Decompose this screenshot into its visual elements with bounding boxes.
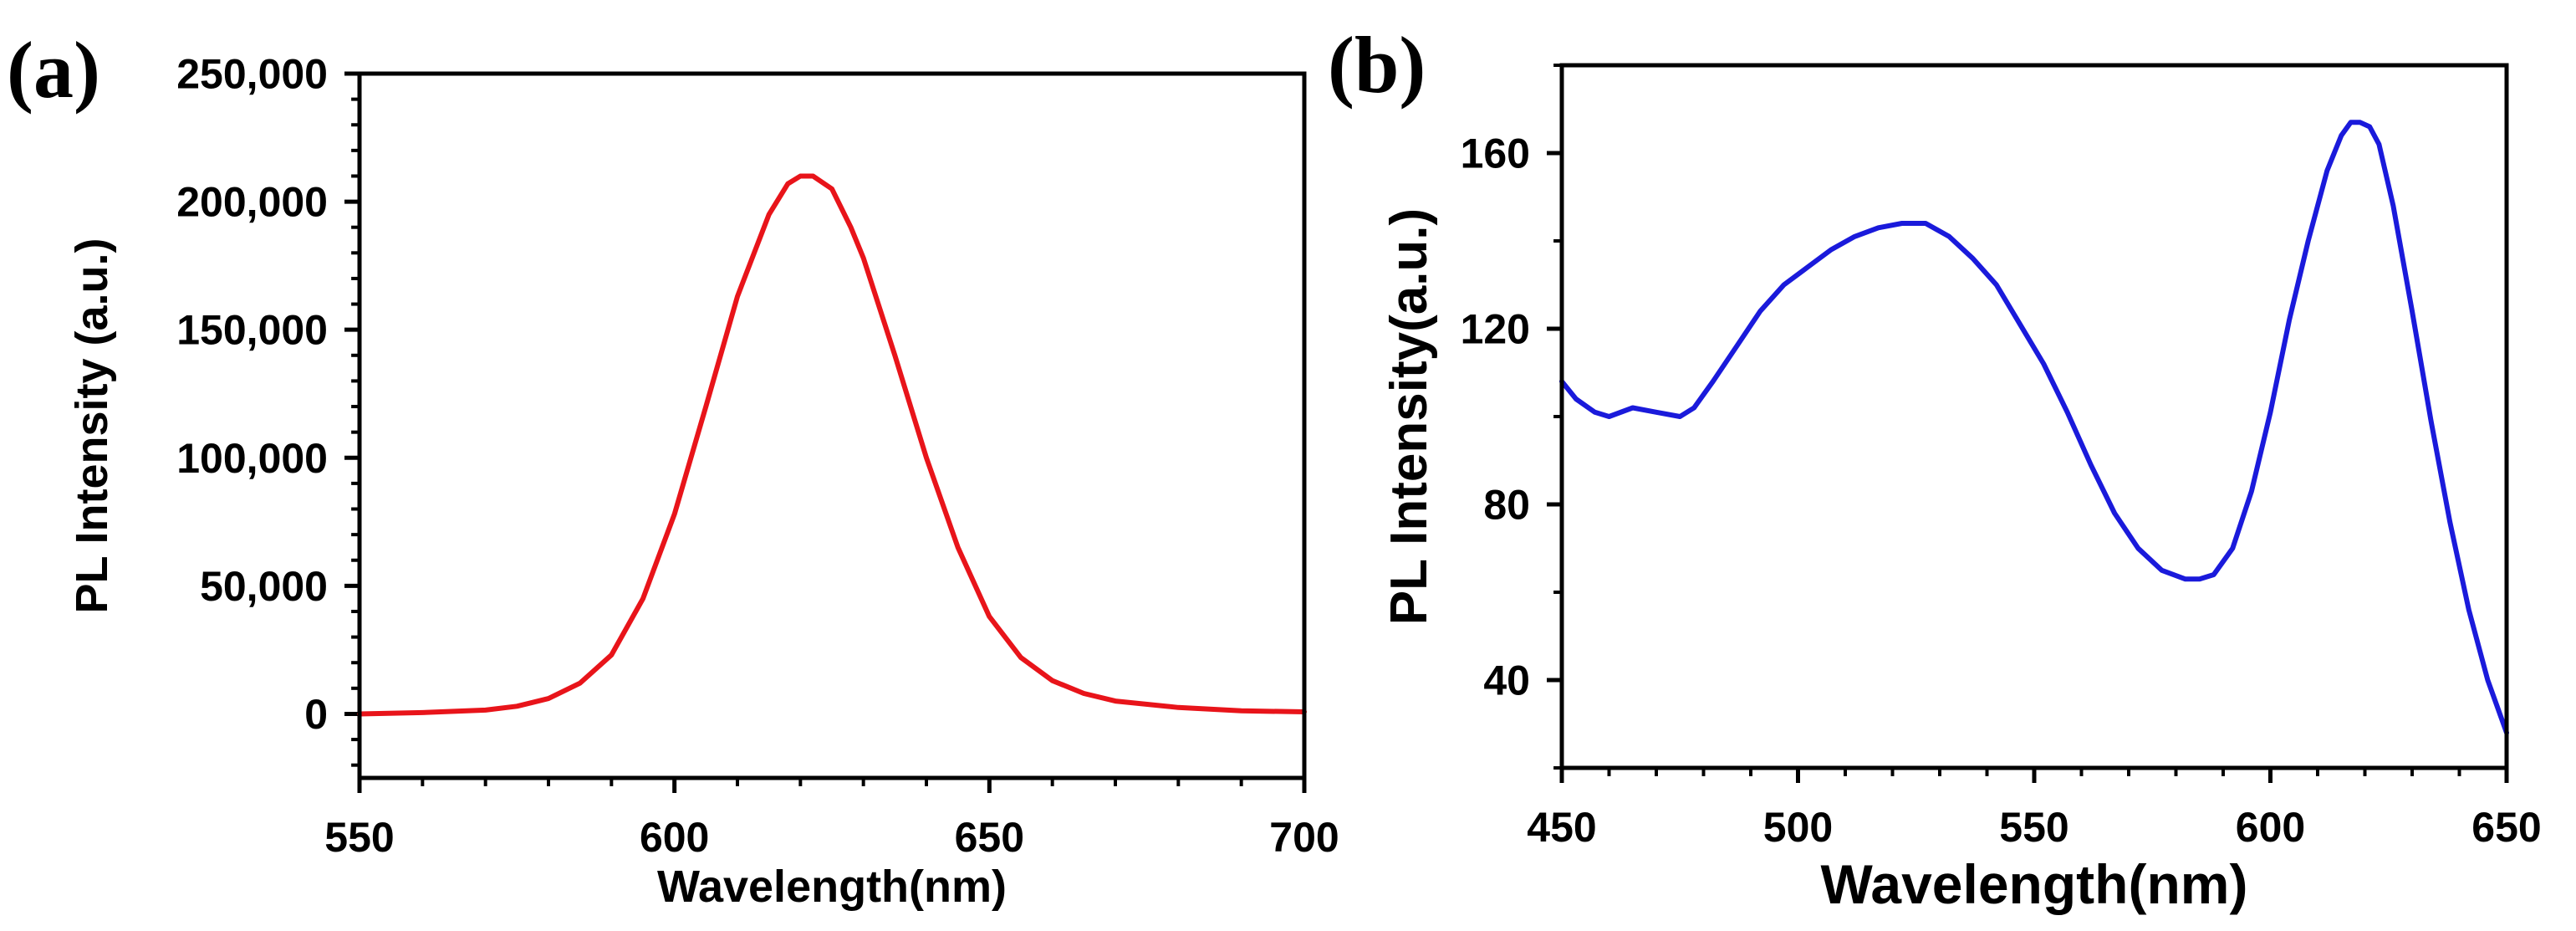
x-tick-labels: 550 600 650 700: [324, 814, 1339, 861]
x-tick-label: 450: [1527, 804, 1596, 851]
y-axis-title: PL Intensity (a.u.): [67, 238, 117, 613]
y-axis-ticks: [1547, 64, 1562, 770]
x-tick-label: 550: [1999, 804, 2068, 851]
panel-a-label: (a): [7, 25, 100, 115]
y-tick-label: 100,000: [176, 435, 328, 482]
series-line: [357, 173, 1307, 717]
y-tick-labels: 40 80 120 160: [1461, 130, 1530, 704]
y-axis-title: PL Intensity(a.u.): [1380, 208, 1438, 625]
y-tick-label: 50,000: [200, 563, 328, 610]
series-group: [1559, 120, 2509, 735]
panel-a: (a) 050,000100,000150,000200,000250,000 …: [7, 25, 1339, 912]
x-tick-labels: 450 500 550 600 650: [1527, 804, 2541, 851]
x-axis-ticks: [1559, 768, 2509, 783]
plot-frame: [357, 71, 1307, 780]
y-tick-labels: 0 50,000 100,000 150,000 200,000 250,000: [176, 51, 328, 738]
x-tick-label: 600: [2236, 804, 2305, 851]
x-tick-label: 500: [1763, 804, 1833, 851]
y-tick-label: 0: [304, 691, 328, 738]
series-group: [357, 173, 1307, 717]
y-tick-label: 40: [1483, 657, 1530, 704]
y-axis-ticks: [344, 71, 360, 767]
x-axis-ticks: [357, 778, 1307, 793]
x-axis-title: Wavelength(nm): [657, 862, 1007, 912]
plot-frame: [1559, 63, 2509, 770]
y-tick-label: 80: [1483, 482, 1530, 529]
y-tick-label: 160: [1461, 130, 1530, 177]
panel-b: (b) 40 80 120 160 450 500 550 600 650 Wavelengt…: [1328, 20, 2542, 915]
x-tick-label: 650: [955, 814, 1024, 861]
x-axis-title: Wavelength(nm): [1821, 853, 2248, 915]
x-tick-label: 650: [2471, 804, 2541, 851]
x-tick-label: 600: [640, 814, 709, 861]
x-tick-label: 700: [1269, 814, 1339, 861]
panel-b-label: (b): [1328, 20, 1426, 110]
y-tick-label: 120: [1461, 306, 1530, 353]
y-tick-label: 250,000: [176, 51, 328, 98]
x-tick-label: 550: [324, 814, 394, 861]
series-line: [1559, 120, 2509, 735]
y-tick-label: 200,000: [176, 179, 328, 226]
y-tick-label: 150,000: [176, 307, 328, 354]
